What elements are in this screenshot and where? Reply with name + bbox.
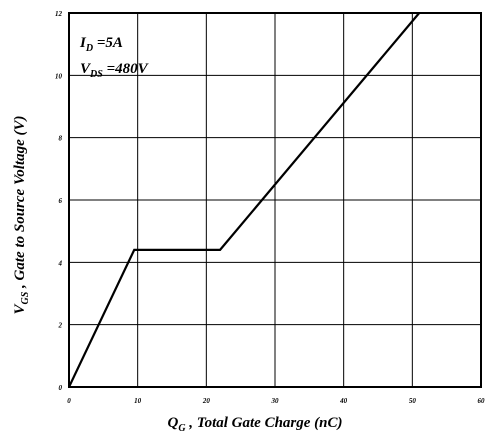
x-tick-label: 0 [67,397,71,405]
y-axis-label: VGS , Gate to Source Voltage (V) [12,115,31,314]
annotation-vds-sub: DS [89,69,103,80]
x-axis-label-main: Q [167,415,178,431]
x-axis-label-sub: G [178,423,186,434]
y-tick-labels: 0 2 4 6 8 10 12 [55,10,63,392]
annotation-vds: VDS =480V [80,61,150,80]
x-tick-label: 10 [134,397,142,405]
annotation-id-sub: D [85,43,93,54]
y-tick-label: 6 [59,197,63,205]
plot-frame [68,12,482,388]
y-tick-label: 10 [55,72,63,80]
x-tick-label: 40 [339,397,348,405]
y-axis-label-sub: GS [20,291,31,304]
series-line [68,12,421,388]
annotation-id-main: I [79,35,87,51]
y-tick-label: 4 [58,259,63,267]
y-axis-label-rest: , Gate to Source Voltage (V) [12,115,28,291]
annotation-vds-rest: =480V [103,61,150,77]
y-axis-label-main: V [12,303,28,315]
y-tick-label: 8 [59,135,63,143]
y-tick-label: 2 [58,322,63,330]
annotation-id: ID =5A [79,35,123,54]
y-tick-label: 12 [55,10,63,18]
annotation-vds-main: V [80,61,92,77]
y-tick-label: 0 [59,384,63,392]
x-tick-labels: 0 10 20 30 40 50 60 [67,397,485,405]
x-tick-label: 60 [478,397,486,405]
x-axis-label: QG , Total Gate Charge (nC) [167,415,342,434]
annotation-id-rest: =5A [93,35,123,51]
x-tick-label: 50 [409,397,417,405]
x-tick-label: 30 [271,397,280,405]
x-axis-label-rest: , Total Gate Charge (nC) [186,415,343,431]
x-tick-label: 20 [202,397,211,405]
